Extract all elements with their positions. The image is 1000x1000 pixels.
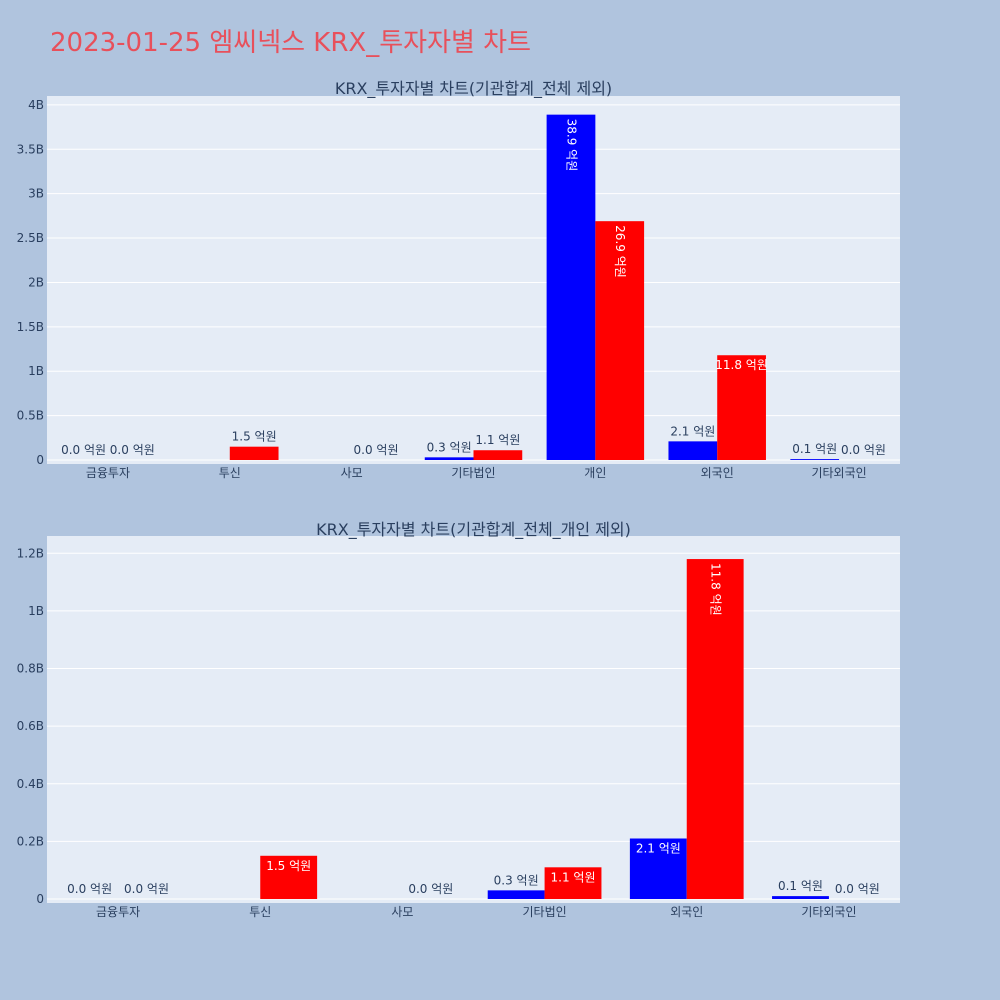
data-label: 0.1 억원 [778, 879, 823, 893]
x-tick-label: 투신 [219, 466, 241, 480]
data-label: 26.9 억원 [613, 225, 627, 278]
data-label: 2.1 억원 [670, 424, 715, 438]
data-label: 0.0 억원 [841, 443, 886, 457]
data-label: 0.3 억원 [427, 440, 472, 454]
sell-bar [544, 867, 602, 899]
x-tick-label: 기타외국인 [801, 905, 856, 919]
buy-bar [668, 441, 718, 460]
data-label: 1.1 억원 [475, 433, 520, 447]
x-tick-label: 사모 [391, 905, 413, 919]
buy-bar [790, 459, 840, 460]
y-tick-label: 0 [36, 453, 44, 467]
data-label: 0.0 억원 [61, 443, 106, 457]
data-label: 1.1 억원 [551, 870, 596, 884]
data-label: 1.5 억원 [266, 859, 311, 873]
x-tick-label: 기타외국인 [811, 466, 866, 480]
x-tick-label: 외국인 [670, 905, 703, 919]
x-tick-label: 투신 [249, 905, 271, 919]
x-tick-label: 기타법인 [522, 905, 566, 919]
sell-bar [473, 450, 523, 460]
data-label: 0.1 억원 [792, 442, 837, 456]
y-tick-label: 3B [28, 187, 44, 201]
chart-panel-2: 0 0.2B 0.4B 0.6B 0.8B 1B 1.2B KRX_투자자별 차트(기관합계_… [17, 520, 900, 919]
y-tick-label: 1.5B [17, 320, 44, 334]
data-label: 0.0 억원 [124, 882, 169, 896]
buy-bar [629, 838, 687, 899]
chart-title: KRX_투자자별 차트(기관합계_전체_개인 제외) [316, 520, 631, 540]
y-tick-label: 3.5B [17, 142, 44, 156]
y-tick-label: 0.2B [17, 834, 44, 848]
buy-bar [487, 890, 545, 899]
y-tick-label: 2B [28, 275, 44, 289]
sell-bar [229, 446, 279, 460]
y-tick-label: 1.2B [17, 546, 44, 560]
x-tick-label: 사모 [341, 466, 363, 480]
plot-background [47, 96, 900, 464]
data-label: 0.0 억원 [835, 882, 880, 896]
y-tick-label: 2.5B [17, 231, 44, 245]
data-label: 0.0 억원 [408, 882, 453, 896]
data-label: 11.8 억원 [715, 358, 768, 372]
buy-bar [424, 457, 474, 460]
y-tick-label: 0.8B [17, 662, 44, 676]
buy-bar [546, 114, 596, 460]
y-tick-label: 0.5B [17, 409, 44, 423]
y-tick-label: 0 [36, 892, 44, 906]
x-tick-label: 외국인 [701, 466, 734, 480]
data-label: 2.1 억원 [636, 842, 681, 856]
y-tick-label: 0.4B [17, 777, 44, 791]
data-label: 0.0 억원 [110, 443, 155, 457]
data-label: 1.5 억원 [232, 430, 277, 444]
y-tick-label: 0.6B [17, 719, 44, 733]
sell-bar [717, 355, 766, 460]
data-label: 11.8 억원 [709, 563, 723, 616]
y-tick-label: 4B [28, 98, 44, 112]
sell-bar [595, 221, 645, 460]
y-tick-label: 1B [28, 364, 44, 378]
x-tick-label: 금융투자 [96, 905, 140, 919]
plot-background [47, 536, 900, 903]
x-tick-label: 금융투자 [86, 466, 130, 480]
sell-bar [260, 855, 318, 899]
data-label: 0.0 억원 [354, 443, 399, 457]
y-tick-label: 1B [28, 604, 44, 618]
x-tick-label: 개인 [584, 466, 606, 480]
data-label: 0.3 억원 [494, 873, 539, 887]
chart-title: KRX_투자자별 차트(기관합계_전체 제외) [335, 79, 612, 99]
data-label: 38.9 억원 [564, 119, 578, 172]
sell-bar [686, 559, 744, 899]
data-label: 0.0 억원 [67, 882, 112, 896]
chart-panel-1: 0 0.5B 1B 1.5B 2B 2.5B 3B 3.5B 4B KRX_투자자별 차트(기관합… [17, 79, 900, 480]
page-title: 2023-01-25 엠씨넥스 KRX_투자자별 차트 [50, 28, 532, 58]
x-tick-label: 기타법인 [451, 466, 495, 480]
buy-bar [772, 896, 829, 899]
